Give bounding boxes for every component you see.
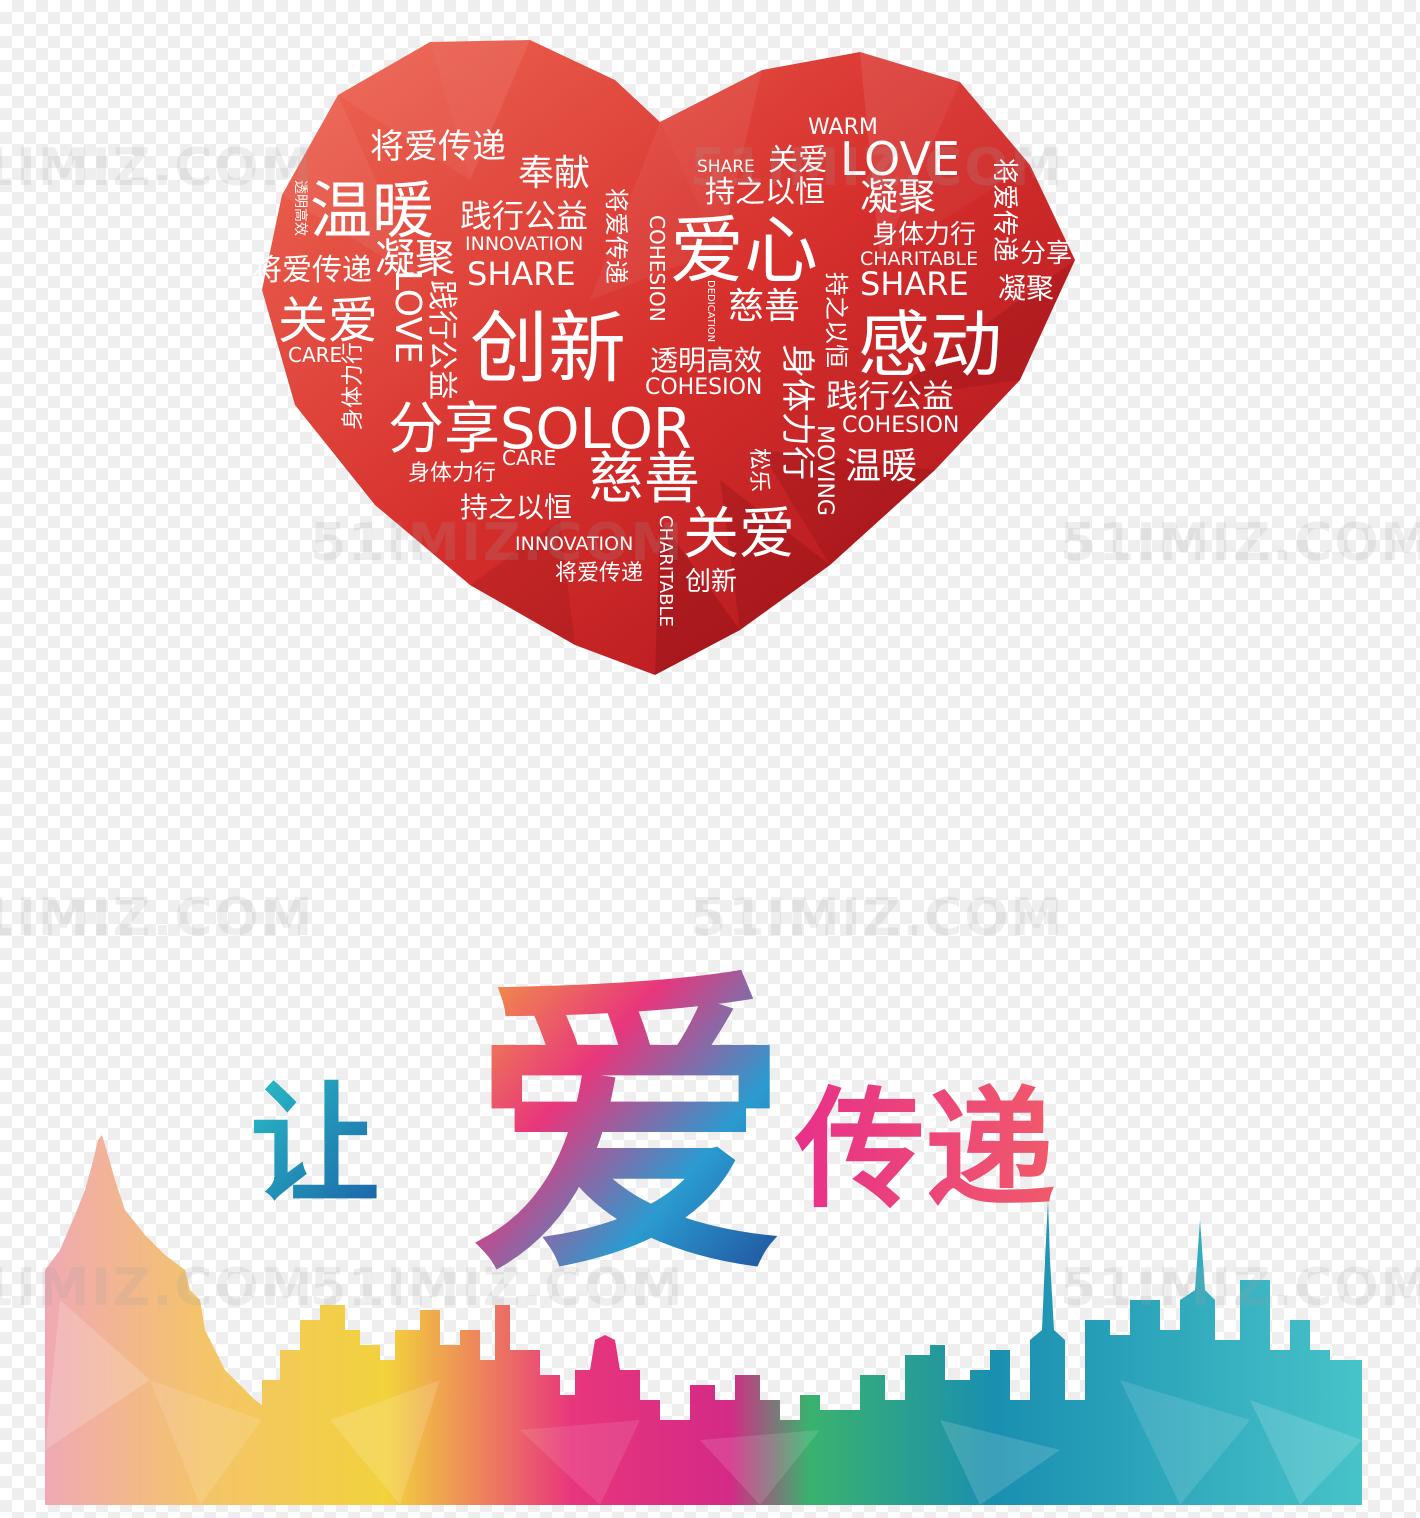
- heart-word: 创新: [685, 567, 737, 597]
- city-skyline: [45, 1135, 1362, 1505]
- title-char-chuandi: 传递: [794, 1074, 1055, 1226]
- heart-word: DEDICATION: [705, 280, 716, 342]
- heart-word: SHARE: [467, 255, 576, 293]
- heart-word: 关爱: [768, 143, 828, 178]
- title-char-rang: 让: [250, 1069, 380, 1221]
- heart-facets: [282, 40, 1030, 300]
- heart-word: 将爱传递: [602, 188, 630, 284]
- heart-word: CHARITABLE: [860, 248, 978, 270]
- heart-word: 温暖: [845, 446, 917, 487]
- watermark-text: 51IMIZ.COM: [0, 888, 314, 948]
- heart-word: 践行公益: [424, 280, 459, 400]
- watermark-text: 51IMIZ.COM: [1060, 1258, 1420, 1318]
- watermark-text: 51IMIZ.COM: [0, 1258, 314, 1318]
- heart-word: LOVE: [387, 270, 428, 364]
- heart-word: 分享: [1020, 239, 1072, 269]
- heart-word: 持之以恒: [460, 491, 572, 524]
- heart-word: 践行公益: [826, 377, 954, 415]
- heart-word: 持之以恒: [822, 272, 850, 368]
- watermark-text: 51IMIZ.COM: [310, 513, 684, 573]
- heart-word: COHESION: [645, 215, 669, 322]
- heart-word: 透明高效: [650, 344, 762, 377]
- heart-shadow-facets: [470, 260, 1075, 675]
- heart-word: INNOVATION: [515, 533, 633, 555]
- heart-word-cloud: 将爱传递 奉献 温暖 践行公益 INNOVATION 凝聚 SHARE 将爱传递…: [252, 40, 1075, 675]
- heart-word: 将爱传递: [370, 127, 506, 167]
- heart-word: 凝聚: [998, 272, 1054, 305]
- heart-word: 透明高效: [292, 180, 309, 236]
- heart-word: WARM: [808, 115, 878, 140]
- heart-word: 身体力行: [341, 342, 366, 430]
- heart-word: 持之以恒: [705, 175, 825, 210]
- heart-word: 身体力行: [408, 461, 496, 486]
- watermark-layer: 51IMIZ.COM 51IMIZ.COM 51IMIZ.COM 51IMIZ.…: [0, 138, 1420, 1318]
- heart-word: 爱心: [670, 208, 818, 294]
- heart-word: 松乐: [746, 448, 771, 492]
- heart-word: 身体力行: [872, 220, 976, 250]
- heart-word: 慈善: [728, 286, 800, 327]
- heart-word: 身体力行: [777, 344, 817, 480]
- heart-word: CARE: [502, 446, 556, 470]
- skyline-silhouette: [45, 1135, 1362, 1505]
- skyline-facets: [45, 1300, 1362, 1505]
- watermark-text: 51IMIZ.COM: [310, 1258, 684, 1318]
- heart-word: MOVING: [812, 425, 837, 516]
- heart-word: 感动: [858, 303, 1002, 387]
- heart-word: 将爱传递: [989, 158, 1019, 262]
- watermark-text: 51IMIZ.COM: [1060, 513, 1420, 573]
- watermark-text: 51IMIZ.COM: [0, 138, 314, 198]
- heart-word: 创新: [470, 304, 626, 394]
- heart-word: 奉献: [518, 153, 590, 194]
- heart-word: 慈善: [588, 447, 700, 512]
- title-char-ai: 爱: [470, 944, 790, 1316]
- heart-word: INNOVATION: [465, 233, 583, 255]
- heart-word: CARE: [288, 343, 342, 367]
- watermark-text: 51IMIZ.COM: [690, 138, 1064, 198]
- heart-word: 分享SOLOR: [388, 397, 692, 462]
- heart-shape: [262, 40, 1075, 675]
- heart-word: 温暖: [310, 174, 434, 247]
- heart-word: SHARE: [697, 157, 755, 177]
- heart-word: 践行公益: [460, 197, 588, 235]
- heart-word: 凝聚: [375, 236, 455, 282]
- heart-word: COHESION: [645, 375, 762, 400]
- watermark-text: 51IMIZ.COM: [690, 888, 1064, 948]
- heart-word: 将爱传递: [252, 253, 372, 288]
- heart-word: COHESION: [842, 413, 959, 438]
- heart-word: LOVE: [840, 132, 960, 186]
- heart-word: SHARE: [860, 265, 969, 303]
- heart-word: 关爱: [278, 292, 378, 350]
- heart-word: 将爱传递: [555, 561, 643, 586]
- heart-word: CHARITABLE: [655, 515, 676, 627]
- slogan-title: 让 爱 传递: [250, 944, 1055, 1316]
- heart-word: 凝聚: [860, 175, 936, 219]
- heart-word: 关爱: [683, 502, 795, 567]
